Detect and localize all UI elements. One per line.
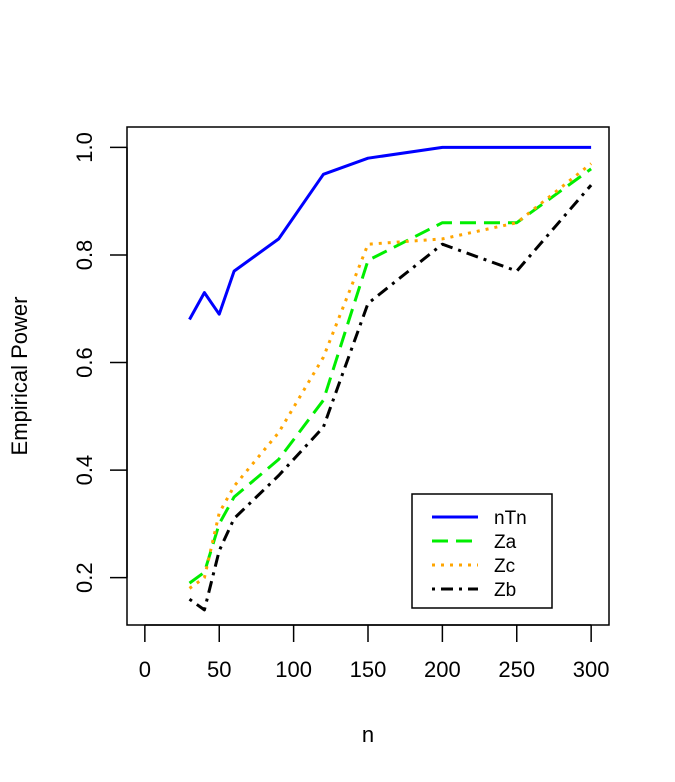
series-line-zb — [188, 184, 593, 612]
y-tick-label: 0.8 — [72, 240, 97, 271]
legend-items: nTn Za Zc Zb — [432, 508, 527, 601]
legend-label-zb: Zb — [494, 580, 516, 601]
x-tick-label: 100 — [275, 657, 312, 682]
y-tick-label: 0.6 — [72, 347, 97, 378]
legend-label-ntn: nTn — [494, 508, 527, 529]
y-tick-label: 0.4 — [72, 455, 97, 486]
y-axis: 0.2 0.4 0.6 0.8 1.0 — [72, 132, 128, 593]
legend-box — [411, 493, 553, 609]
legend: nTn Za Zc Zb — [411, 493, 553, 609]
x-axis-title: n — [362, 722, 374, 747]
legend-label-za: Za — [494, 532, 517, 553]
x-tick-label: 300 — [573, 657, 610, 682]
y-axis-title: Empirical Power — [7, 297, 32, 456]
x-tick-label: 250 — [498, 657, 535, 682]
legend-label-zc: Zc — [494, 556, 515, 577]
x-axis: 0 50 100 150 200 250 300 — [139, 624, 610, 682]
x-tick-label: 150 — [350, 657, 387, 682]
series-line-ntn — [188, 145, 592, 321]
y-tick-label: 1.0 — [72, 132, 97, 163]
x-tick-label: 0 — [139, 657, 151, 682]
series-layer — [188, 145, 593, 612]
x-tick-label: 200 — [424, 657, 461, 682]
series-line-zc — [188, 162, 593, 590]
x-tick-label: 50 — [207, 657, 231, 682]
series-line-za — [188, 167, 592, 585]
y-tick-label: 0.2 — [72, 562, 97, 593]
